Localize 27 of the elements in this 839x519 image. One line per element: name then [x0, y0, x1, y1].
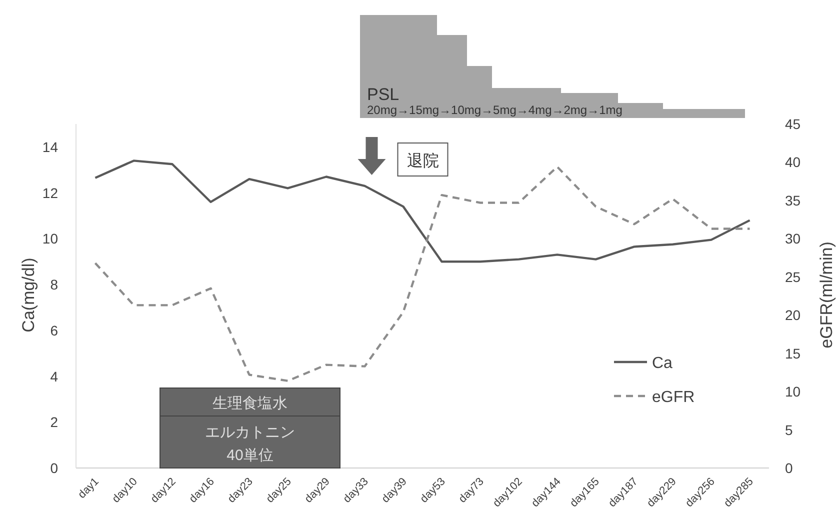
y2-tick-label: 10: [785, 384, 801, 400]
y-tick-label: 12: [42, 184, 58, 201]
y-tick-label: 10: [42, 230, 58, 247]
y2-tick-label: 5: [785, 422, 793, 438]
legend-label: Ca: [652, 355, 673, 372]
y2-tick-label: 15: [785, 345, 801, 362]
y-tick-label: 8: [50, 276, 58, 293]
annotation: 生理食塩水: [212, 395, 288, 412]
annotation: 退院: [406, 152, 439, 170]
y-tick-label: 14: [42, 138, 58, 155]
y-tick-label: 2: [50, 414, 58, 430]
annotation: エルカトニン 40単位: [205, 424, 295, 464]
y2-axis-title: eGFR(ml/min): [817, 242, 836, 348]
y-tick-label: 0: [50, 460, 58, 476]
y2-tick-label: 25: [785, 268, 801, 285]
y2-tick-label: 45: [785, 116, 801, 132]
legend-label: eGFR: [652, 389, 695, 406]
y-tick-label: 6: [50, 322, 58, 338]
text: PSL: [367, 85, 400, 104]
y2-tick-label: 20: [785, 307, 801, 324]
y-axis-title: Ca(mg/dl): [19, 258, 38, 332]
y2-tick-label: 35: [785, 192, 801, 208]
y2-tick-label: 0: [785, 460, 793, 476]
text: 20mg→15mg→10mg→5mg→4mg→2mg→1mg: [367, 103, 622, 117]
y-tick-label: 4: [50, 368, 58, 384]
y2-tick-label: 40: [785, 154, 801, 170]
y2-tick-label: 30: [785, 230, 801, 247]
